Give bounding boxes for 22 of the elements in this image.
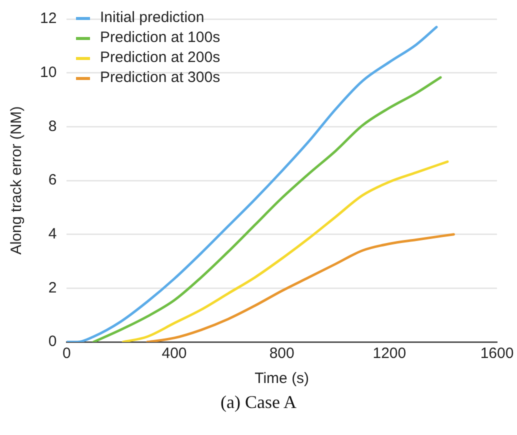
y-tick-label: 0 <box>48 333 57 350</box>
y-tick-label: 2 <box>48 279 57 296</box>
y-tick-label: 10 <box>40 64 57 81</box>
x-tick-label: 1600 <box>480 345 514 362</box>
y-tick-label: 4 <box>48 225 57 242</box>
line-series <box>146 233 455 342</box>
legend-label: Prediction at 200s <box>100 48 220 68</box>
y-tick-label: 6 <box>48 172 57 189</box>
line-series <box>66 26 438 342</box>
x-tick-label: 800 <box>269 345 294 362</box>
y-axis-title: Along track error (NM) <box>8 106 26 255</box>
line-series <box>122 160 449 342</box>
y-tick-label: 8 <box>48 118 57 135</box>
x-tick-label: 1200 <box>372 345 406 362</box>
legend-label: Prediction at 300s <box>100 68 220 88</box>
text: (a) Case A <box>220 392 298 413</box>
x-tick-label: 400 <box>162 345 187 362</box>
legend-label: Prediction at 100s <box>100 28 220 48</box>
x-axis-title: Time (s) <box>254 370 310 388</box>
legend-label: Initial prediction <box>100 8 204 28</box>
y-tick-label: 12 <box>40 10 57 28</box>
x-tick-label: 0 <box>62 345 71 362</box>
